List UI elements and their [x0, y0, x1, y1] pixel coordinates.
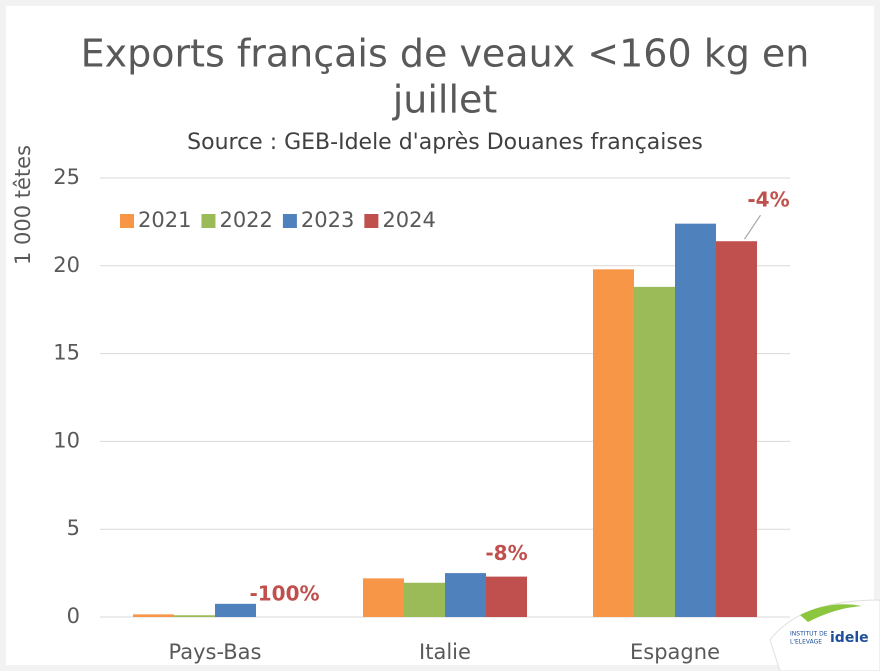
y-tick-label: 20	[53, 253, 80, 277]
bar	[174, 615, 215, 617]
y-tick-label: 5	[67, 516, 80, 540]
legend-label: 2024	[382, 208, 435, 232]
bar	[486, 576, 527, 617]
bar	[634, 286, 675, 617]
annotation: -8%	[485, 541, 527, 565]
logo-swoosh	[800, 604, 862, 622]
y-tick-label: 25	[53, 165, 80, 189]
legend-swatch	[282, 214, 297, 228]
annotation: -4%	[747, 188, 789, 212]
bar	[593, 269, 634, 617]
x-tick-label: Pays-Bas	[168, 640, 261, 664]
legend-label: 2023	[301, 208, 354, 232]
logo-text: INSTITUT DE	[790, 631, 828, 638]
bar	[133, 614, 174, 617]
x-tick-label: Espagne	[630, 640, 720, 664]
legend-label: 2021	[138, 208, 191, 232]
legend-swatch	[201, 214, 216, 228]
y-tick-label: 15	[53, 341, 80, 365]
legend-swatch	[120, 214, 134, 228]
bar	[404, 582, 445, 617]
bar	[363, 578, 404, 617]
chart-subtitle: Source : GEB-Idele d'après Douanes franç…	[187, 130, 703, 155]
annotation-leader	[744, 214, 761, 240]
y-tick-label: 10	[53, 428, 80, 452]
y-axis-label: 1 000 têtes	[11, 145, 35, 265]
bar	[716, 241, 757, 617]
logo-brand: idele	[830, 630, 869, 646]
y-tick-label: 0	[67, 604, 80, 628]
bar	[445, 573, 486, 617]
logo-shape	[769, 599, 880, 671]
logo-text: L'ELEVAGE	[790, 639, 822, 646]
chart-title: juillet	[392, 78, 498, 122]
legend-swatch	[364, 214, 379, 228]
logo: INSTITUT DE L'ELEVAGE idele	[769, 599, 880, 671]
bar	[675, 223, 716, 617]
bar	[215, 603, 256, 617]
chart-title: Exports français de veaux <160 kg en	[81, 32, 810, 76]
legend-label: 2022	[219, 208, 272, 232]
x-tick-label: Italie	[419, 640, 471, 664]
annotation: -100%	[249, 582, 319, 606]
